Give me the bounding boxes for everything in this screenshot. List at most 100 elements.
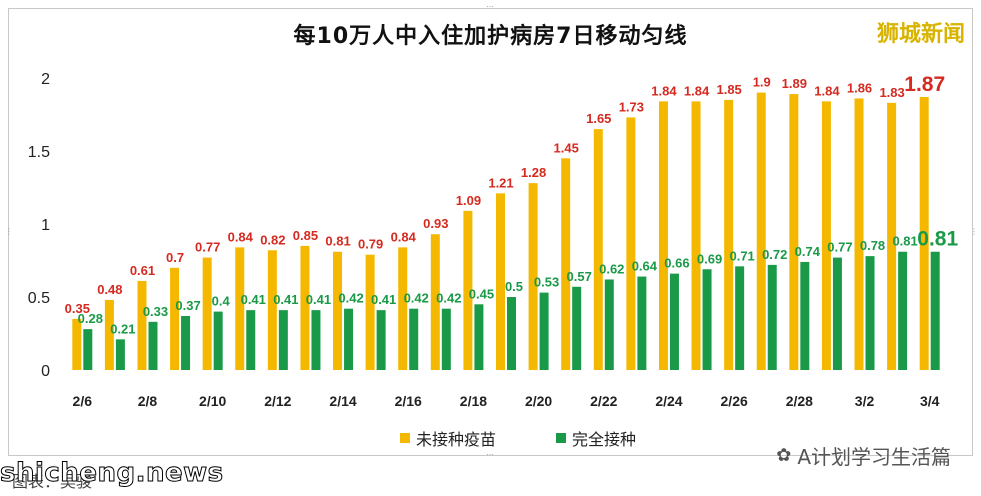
bar-unvaccinated [235, 247, 245, 370]
bar-vaccinated [507, 297, 516, 370]
bar-vaccinated [702, 269, 712, 370]
bar-unvaccinated [756, 92, 766, 370]
data-label-unvaccinated: 0.7 [166, 250, 184, 265]
data-label-unvaccinated: 0.93 [423, 216, 448, 231]
source-label: 图表：吴骏 [12, 472, 93, 491]
legend-item-unvaccinated: 未接种疫苗 [400, 426, 496, 450]
data-label-unvaccinated: 0.79 [358, 237, 383, 252]
x-tick-label: 2/24 [655, 393, 682, 409]
bar-vaccinated [115, 339, 125, 370]
bar-vaccinated [376, 310, 386, 370]
data-label-vaccinated: 0.5 [505, 279, 523, 294]
legend-swatch-vaccinated [556, 433, 567, 443]
data-label-unvaccinated: 1.87 [904, 73, 945, 96]
x-tick-label: 2/20 [525, 393, 552, 409]
data-label-vaccinated: 0.71 [729, 248, 754, 263]
bar-vaccinated [767, 264, 777, 370]
data-label-vaccinated: 0.62 [599, 261, 624, 276]
data-label-unvaccinated: 1.65 [586, 111, 611, 126]
x-tick-label: 2/10 [199, 393, 226, 409]
data-label-vaccinated: 0.28 [78, 311, 103, 326]
bar-vaccinated [898, 251, 908, 370]
bar-vaccinated [344, 308, 354, 370]
bar-unvaccinated [626, 117, 636, 370]
data-label-unvaccinated: 1.28 [521, 165, 546, 180]
bar-unvaccinated [72, 318, 82, 370]
x-tick-label: 3/2 [855, 393, 875, 409]
data-label-vaccinated: 0.33 [143, 304, 168, 319]
bar-unvaccinated [300, 245, 310, 370]
data-label-unvaccinated: 1.86 [847, 80, 872, 95]
data-label-unvaccinated: 1.45 [554, 140, 579, 155]
bar-unvaccinated [463, 210, 473, 370]
bar-unvaccinated [170, 267, 180, 370]
data-label-unvaccinated: 1.89 [782, 76, 807, 91]
data-label-vaccinated: 0.21 [110, 321, 135, 336]
legend-item-vaccinated: 完全接种 [556, 426, 636, 450]
bar-unvaccinated [658, 101, 668, 371]
bar-vaccinated [409, 308, 419, 370]
bar-unvaccinated [528, 183, 538, 370]
data-label-vaccinated: 0.77 [827, 240, 852, 255]
bar-vaccinated [311, 310, 321, 370]
bar-unvaccinated [593, 129, 603, 370]
bar-vaccinated [572, 286, 582, 370]
data-label-unvaccinated: 1.84 [651, 83, 677, 98]
resize-handle-right[interactable]: ⋮ [970, 227, 978, 236]
bar-unvaccinated [104, 299, 114, 370]
bar-unvaccinated [430, 234, 440, 370]
resize-handle-bottom[interactable]: ⋯ [486, 450, 494, 459]
data-label-unvaccinated: 1.21 [488, 175, 513, 190]
watermark-account-label: A计划学习生活篇 [797, 445, 951, 469]
wechat-icon: ✿ [776, 445, 792, 466]
bar-vaccinated [637, 276, 647, 370]
bar-unvaccinated [202, 257, 212, 370]
resize-handle-left[interactable]: ⋮ [5, 227, 13, 236]
data-label-vaccinated: 0.4 [212, 294, 231, 309]
data-label-unvaccinated: 0.35 [65, 301, 90, 316]
data-label-unvaccinated: 1.9 [753, 75, 771, 90]
bar-vaccinated [865, 256, 875, 370]
data-label-vaccinated: 0.69 [697, 251, 722, 266]
data-label-unvaccinated: 1.85 [716, 82, 741, 97]
data-label-unvaccinated: 0.82 [260, 232, 285, 247]
watermark-bottom: shicheng.news [0, 458, 224, 489]
data-label-unvaccinated: 1.84 [814, 83, 840, 98]
data-label-vaccinated: 0.41 [371, 292, 396, 307]
bar-vaccinated [83, 329, 93, 370]
bar-vaccinated [800, 261, 810, 370]
chart-frame [8, 8, 973, 456]
chart-title: 每10万人中入住加护病房7日移动匀线 [293, 24, 688, 49]
data-label-vaccinated: 0.66 [664, 256, 689, 271]
bar-vaccinated [181, 315, 191, 370]
bar-unvaccinated [496, 193, 505, 370]
data-label-unvaccinated: 0.85 [293, 228, 318, 243]
x-tick-label: 2/18 [460, 393, 487, 409]
x-tick-label: 2/16 [395, 393, 422, 409]
bar-unvaccinated [561, 158, 571, 370]
bar-vaccinated [278, 310, 288, 370]
data-label-vaccinated: 0.37 [175, 298, 200, 313]
bar-vaccinated [246, 310, 256, 370]
data-label-vaccinated: 0.42 [404, 291, 429, 306]
bar-vaccinated [930, 251, 940, 370]
data-label-vaccinated: 0.81 [917, 228, 958, 251]
data-label-unvaccinated: 0.61 [130, 263, 155, 278]
bar-vaccinated [213, 311, 223, 370]
watermark-top: 狮城新闻 [876, 22, 965, 47]
x-tick-label: 2/26 [721, 393, 748, 409]
y-tick-label: 1 [41, 217, 50, 234]
bar-vaccinated [441, 308, 451, 370]
legend: 未接种疫苗 完全接种 [400, 426, 636, 450]
bar-unvaccinated [887, 102, 897, 370]
bar-unvaccinated [267, 250, 277, 370]
x-tick-label: 2/14 [329, 393, 356, 409]
data-label-vaccinated: 0.45 [469, 286, 494, 301]
bar-vaccinated [474, 304, 484, 370]
bar-unvaccinated [691, 101, 701, 371]
bar-unvaccinated [919, 96, 929, 370]
data-label-unvaccinated: 0.77 [195, 240, 220, 255]
bar-unvaccinated [789, 94, 799, 370]
resize-handle-top[interactable]: ⋯ [486, 2, 494, 11]
bar-unvaccinated [821, 101, 831, 371]
